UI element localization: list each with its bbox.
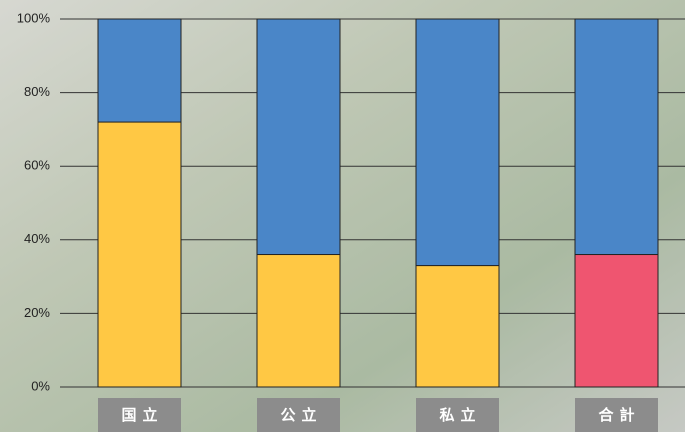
x-tick-label: 私立 xyxy=(438,406,481,424)
bar-segment xyxy=(415,265,500,388)
y-tick-label: 100% xyxy=(17,10,51,25)
category-box xyxy=(98,398,181,432)
y-tick-label: 60% xyxy=(24,158,50,173)
bar-segment xyxy=(574,18,659,256)
y-tick-label: 20% xyxy=(24,305,50,320)
bar-segment xyxy=(415,18,500,267)
x-tick-label: 国立 xyxy=(121,406,163,424)
category-box xyxy=(257,398,340,432)
y-tick-label: 0% xyxy=(31,378,50,393)
bar-segment xyxy=(256,18,341,256)
bar-segment xyxy=(574,254,659,388)
bar-segment xyxy=(97,121,182,388)
y-tick-label: 40% xyxy=(24,231,50,246)
bar-segment xyxy=(97,18,182,123)
category-box xyxy=(575,398,658,432)
y-tick-label: 80% xyxy=(24,84,50,99)
bar-segment xyxy=(256,254,341,388)
x-tick-label: 公立 xyxy=(280,406,322,424)
x-tick-label: 合計 xyxy=(597,406,640,424)
category-box xyxy=(416,398,499,432)
